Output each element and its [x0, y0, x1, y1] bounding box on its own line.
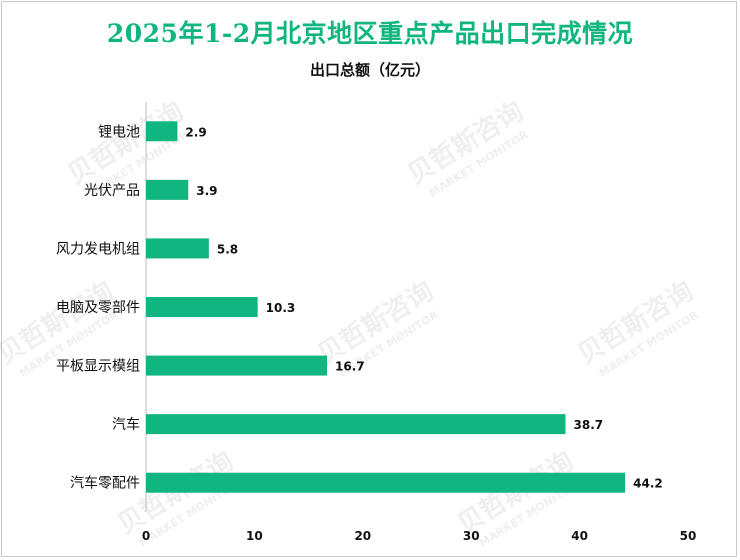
- x-tick-label: 20: [354, 529, 371, 543]
- chart-title: 2025年1-2月北京地区重点产品出口完成情况: [106, 19, 634, 48]
- x-tick-label: 50: [680, 529, 697, 543]
- category-label: 汽车零配件: [70, 475, 140, 492]
- bar: [146, 121, 178, 142]
- value-label: 44.2: [633, 477, 663, 491]
- chart-subtitle: 出口总额（亿元）: [309, 61, 430, 79]
- category-label: 光伏产品: [84, 183, 140, 199]
- category-label: 锂电池: [98, 124, 140, 140]
- category-label: 电脑及零部件: [56, 300, 140, 316]
- value-label: 38.7: [574, 418, 604, 432]
- x-tick-label: 30: [463, 529, 480, 543]
- value-label: 10.3: [266, 301, 296, 315]
- bar: [146, 472, 626, 493]
- x-tick-label: 40: [571, 529, 588, 543]
- value-label: 2.9: [185, 125, 206, 139]
- bar: [146, 414, 566, 435]
- category-label: 平板显示模组: [56, 359, 140, 375]
- bar: [146, 179, 189, 200]
- bar: [146, 238, 209, 259]
- category-label: 风力发电机组: [56, 241, 140, 257]
- bar: [146, 297, 258, 317]
- value-label: 16.7: [335, 360, 365, 374]
- x-tick-label: 10: [246, 529, 263, 543]
- category-label: 汽车: [112, 416, 140, 433]
- value-label: 3.9: [196, 184, 217, 198]
- bar: [146, 355, 328, 376]
- value-label: 5.8: [217, 242, 238, 256]
- x-tick-label: 0: [142, 529, 150, 543]
